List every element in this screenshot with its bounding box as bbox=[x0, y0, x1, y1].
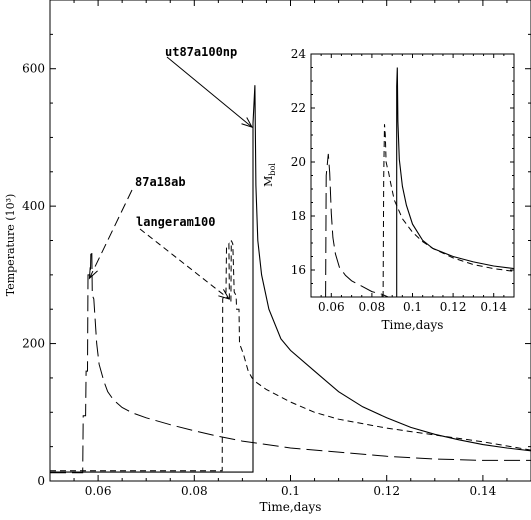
main-y-tick-label: 200 bbox=[22, 337, 45, 351]
inset-series-langeram100 bbox=[382, 124, 514, 297]
inset-y-tick-label: 18 bbox=[291, 209, 306, 223]
annotation-arrowhead-ut87a100np bbox=[241, 117, 254, 128]
inset-x-tick-label: 0.14 bbox=[480, 300, 507, 314]
main-series-87a18ab bbox=[50, 250, 531, 474]
inset-x-axis-label: Time,days bbox=[382, 318, 444, 332]
annotation-arrow-ut87a100np bbox=[166, 56, 253, 128]
inset-plot: 0.06 0.08 0.1 0.12 0.14 16 18 20 22 24 Time,days Mb… bbox=[262, 47, 515, 332]
inset-curves bbox=[325, 67, 514, 297]
main-x-tick-label: 0.06 bbox=[85, 484, 112, 498]
inset-x-tick-label: 0.12 bbox=[440, 300, 467, 314]
main-x-axis-label: Time,days bbox=[260, 500, 322, 514]
annotation-label-langeram100: langeram100 bbox=[136, 215, 215, 229]
inset-x-tick-label: 0.1 bbox=[403, 300, 422, 314]
inset-y-tick-label: 22 bbox=[291, 101, 306, 115]
main-y-tick-label: 400 bbox=[22, 199, 45, 213]
inset-series-87a18ab bbox=[325, 153, 389, 297]
annotation-arrowhead-87a18ab bbox=[88, 267, 98, 280]
inset-y-tick-label: 20 bbox=[291, 155, 306, 169]
inset-x-tick-label: 0.06 bbox=[318, 300, 345, 314]
main-x-tick-label: 0.14 bbox=[470, 484, 497, 498]
inset-background bbox=[311, 54, 514, 297]
main-x-tick-label: 0.12 bbox=[373, 484, 400, 498]
inset-y-tick-label: 16 bbox=[291, 263, 306, 277]
annotation-label-ut87a100np: ut87a100np bbox=[165, 45, 237, 59]
main-x-tick-label: 0.08 bbox=[181, 484, 208, 498]
main-y-axis-label: Temperature (10³) bbox=[4, 194, 17, 297]
annotation-arrow-langeram100 bbox=[139, 228, 230, 300]
inset-y-axis-label: Mbol bbox=[262, 163, 277, 187]
main-y-tick-label: 600 bbox=[22, 62, 45, 76]
inset-x-tick-label: 0.08 bbox=[359, 300, 386, 314]
main-x-tick-label: 0.1 bbox=[281, 484, 300, 498]
inset-series-ut87a100np bbox=[396, 67, 514, 297]
main-series-ut87a100np bbox=[50, 85, 531, 473]
main-series-langeram100 bbox=[50, 240, 531, 472]
main-y-tick-label: 0 bbox=[37, 474, 45, 488]
main-curves bbox=[50, 85, 531, 474]
annotation-arrow-87a18ab bbox=[88, 189, 133, 279]
main-plot: 0.06 0.08 0.1 0.12 0.14 0 200 400 600 Time,days Te… bbox=[4, 0, 531, 514]
annotation-arrowhead-langeram100 bbox=[218, 289, 230, 300]
inset-y-tick-label: 24 bbox=[291, 47, 307, 61]
annotation-label-87a18ab: 87a18ab bbox=[135, 175, 186, 189]
